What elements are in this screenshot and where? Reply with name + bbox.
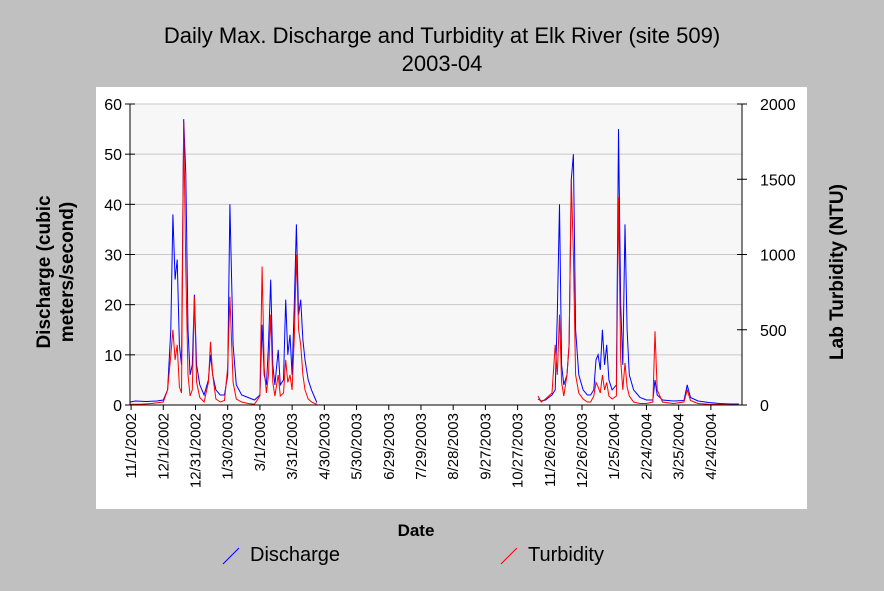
x-tick-label: 12/1/2002: [155, 413, 172, 480]
x-tick-label: 1/25/2004: [606, 413, 623, 480]
left-tick-label: 50: [104, 147, 122, 164]
legend-discharge-label: Discharge: [250, 544, 341, 566]
right-axis-label: Lab Turbidity (NTU): [827, 184, 848, 360]
right-tick-label: 500: [760, 323, 787, 340]
x-tick-label: 11/1/2002: [123, 413, 140, 479]
legend-discharge: Discharge: [222, 544, 340, 572]
right-tick-label: 1500: [760, 172, 796, 189]
left-tick-label: 20: [104, 298, 122, 315]
left-axis-label-line-2: meters/second): [57, 202, 78, 342]
right-tick-label: 1000: [760, 248, 796, 265]
left-axis-label-line-1: Discharge (cubic: [34, 195, 55, 349]
right-tick-label: 0: [760, 398, 769, 415]
x-tick-label: 4/24/2004: [703, 413, 720, 480]
left-tick-label: 60: [104, 97, 122, 114]
legend-turbidity-label: Turbidity: [528, 544, 604, 566]
x-tick-label: 6/29/2003: [381, 413, 398, 480]
x-tick-label: 5/30/2003: [349, 413, 366, 480]
x-tick-label: 7/29/2003: [413, 413, 430, 480]
left-tick-label: 40: [104, 197, 122, 214]
legend-discharge-swatch: [222, 547, 240, 565]
x-tick-label: 10/27/2003: [510, 413, 527, 488]
legend-turbidity-swatch: [500, 547, 518, 565]
chart-title-line-1: Daily Max. Discharge and Turbidity at El…: [163, 23, 721, 48]
left-tick-label: 30: [104, 248, 122, 265]
chart-title: Daily Max. Discharge and Turbidity at El…: [0, 22, 884, 78]
chart-panel: 0 10 20 30 40 50 60 0 500 1000 1500 2000 11/1/2002 12…: [96, 87, 807, 509]
x-tick-label: 12/31/2002: [188, 413, 205, 488]
x-tick-label: 2/24/2004: [638, 413, 655, 480]
legend-turbidity: Turbidity: [500, 544, 604, 572]
x-tick-label: 3/31/2003: [284, 413, 301, 480]
series-line-turbidity: [130, 122, 739, 406]
x-tick-label: 11/26/2003: [542, 413, 559, 487]
chart-title-line-2: 2003-04: [401, 51, 483, 76]
series-line-discharge: [129, 119, 739, 405]
chart-svg: 0 10 20 30 40 50 60 0 500 1000 1500 2000 11/1/2002 12…: [104, 97, 796, 488]
right-tick-label: 2000: [760, 97, 796, 114]
x-tick-label: 3/25/2004: [671, 413, 688, 480]
x-tick-label: 9/27/2003: [477, 413, 494, 480]
left-tick-label: 10: [104, 348, 122, 365]
x-tick-label: 12/26/2003: [574, 413, 591, 488]
x-axis-label: Date: [398, 521, 435, 540]
x-tick-label: 1/30/2003: [220, 413, 237, 480]
left-tick-label: 0: [113, 398, 122, 415]
x-tick-label: 3/1/2003: [252, 413, 269, 471]
x-tick-label: 8/28/2003: [445, 413, 462, 480]
x-tick-label: 4/30/2003: [316, 413, 333, 480]
